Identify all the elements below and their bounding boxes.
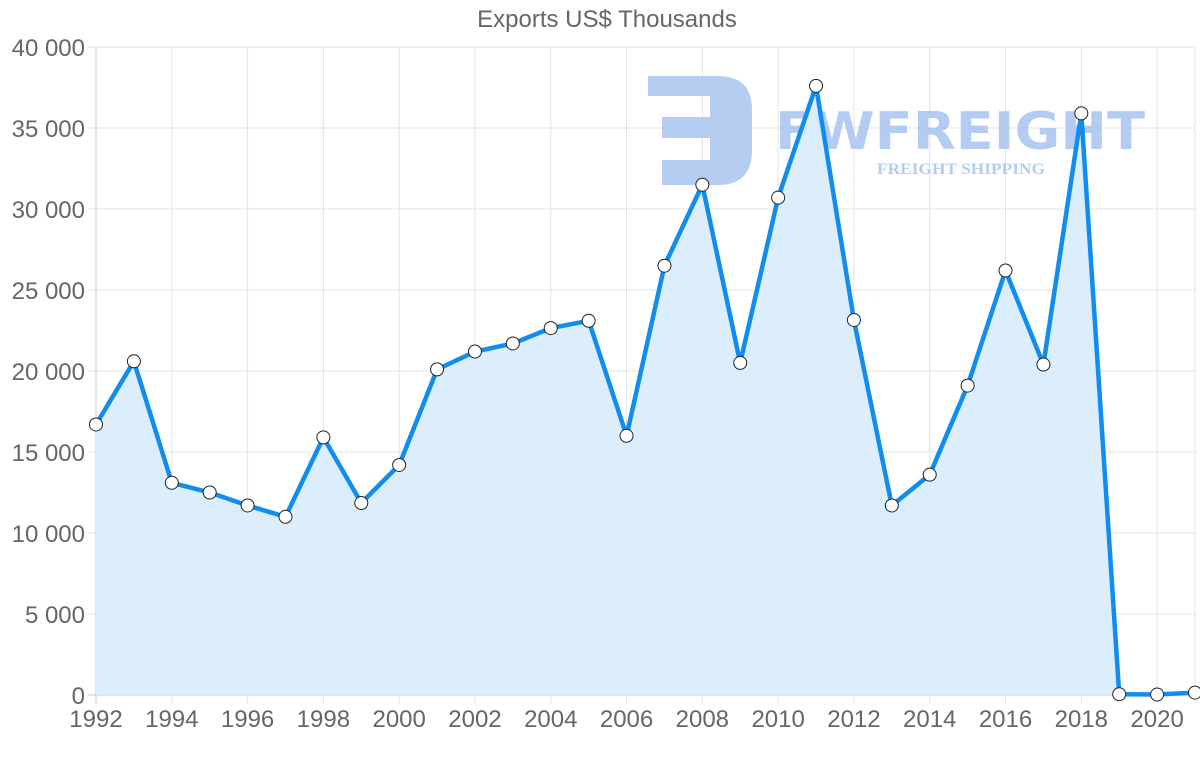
data-point[interactable]	[1074, 106, 1089, 121]
data-point[interactable]	[1036, 357, 1051, 372]
data-point[interactable]	[846, 312, 861, 327]
data-points	[89, 78, 1200, 702]
data-point[interactable]	[543, 321, 558, 336]
data-point[interactable]	[467, 344, 482, 359]
y-tick-label: 0	[72, 683, 85, 710]
data-point[interactable]	[126, 354, 141, 369]
x-tick-label: 2008	[676, 706, 729, 733]
data-point[interactable]	[960, 378, 975, 393]
data-point[interactable]	[1112, 687, 1127, 702]
data-point[interactable]	[1150, 687, 1165, 702]
y-tick-label: 25 000	[12, 278, 85, 305]
x-axis: 1992 1994 1996 1998 2000 2002 2004 2006 2008 2010…	[69, 706, 1183, 733]
data-point[interactable]	[733, 355, 748, 370]
x-tick-label: 1992	[69, 706, 122, 733]
watermark-tagline: FREIGHT SHIPPING	[877, 161, 1046, 178]
y-tick-label: 10 000	[12, 521, 85, 548]
y-tick-label: 5 000	[25, 602, 85, 629]
data-point[interactable]	[998, 263, 1013, 278]
y-axis: 0 5 000 10 000 15 000 20 000 25 000 30 000 35 0…	[12, 35, 85, 710]
data-point[interactable]	[316, 430, 331, 445]
x-tick-label: 1996	[221, 706, 274, 733]
x-tick-label: 2002	[448, 706, 501, 733]
data-point[interactable]	[278, 509, 293, 524]
data-point[interactable]	[657, 258, 672, 273]
y-tick-label: 15 000	[12, 440, 85, 467]
data-point[interactable]	[505, 336, 520, 351]
data-point[interactable]	[581, 313, 596, 328]
data-point[interactable]	[89, 417, 103, 432]
data-point[interactable]	[202, 485, 217, 500]
x-tick-label: 2000	[372, 706, 425, 733]
area-fill	[96, 85, 1195, 695]
x-tick-label: 2006	[600, 706, 653, 733]
y-tick-label: 35 000	[12, 116, 85, 143]
data-point[interactable]	[809, 78, 824, 93]
data-point[interactable]	[619, 428, 634, 443]
chart-title: Exports US$ Thousands	[477, 6, 737, 33]
data-point[interactable]	[884, 498, 899, 513]
y-tick-label: 20 000	[12, 359, 85, 386]
watermark-brand: FWFREIGHT	[775, 102, 1146, 162]
data-point[interactable]	[430, 362, 445, 377]
y-tick-label: 40 000	[12, 35, 85, 62]
data-point[interactable]	[240, 498, 255, 513]
data-point[interactable]	[164, 475, 179, 490]
data-point[interactable]	[392, 457, 407, 472]
data-point[interactable]	[354, 496, 369, 511]
x-tick-label: 2004	[524, 706, 577, 733]
x-tick-label: 1998	[297, 706, 350, 733]
x-tick-label: 2010	[751, 706, 804, 733]
data-point[interactable]	[922, 467, 937, 482]
data-point[interactable]	[695, 177, 710, 192]
data-point[interactable]	[771, 190, 786, 205]
x-tick-label: 2012	[827, 706, 880, 733]
x-tick-label: 2018	[1055, 706, 1108, 733]
y-tick-label: 30 000	[12, 197, 85, 224]
data-point[interactable]	[1188, 685, 1200, 700]
x-tick-label: 2020	[1130, 706, 1183, 733]
x-tick-label: 1994	[145, 706, 198, 733]
fwfreight-logo-icon	[648, 76, 752, 185]
x-tick-label: 2016	[979, 706, 1032, 733]
x-tick-label: 2014	[903, 706, 956, 733]
